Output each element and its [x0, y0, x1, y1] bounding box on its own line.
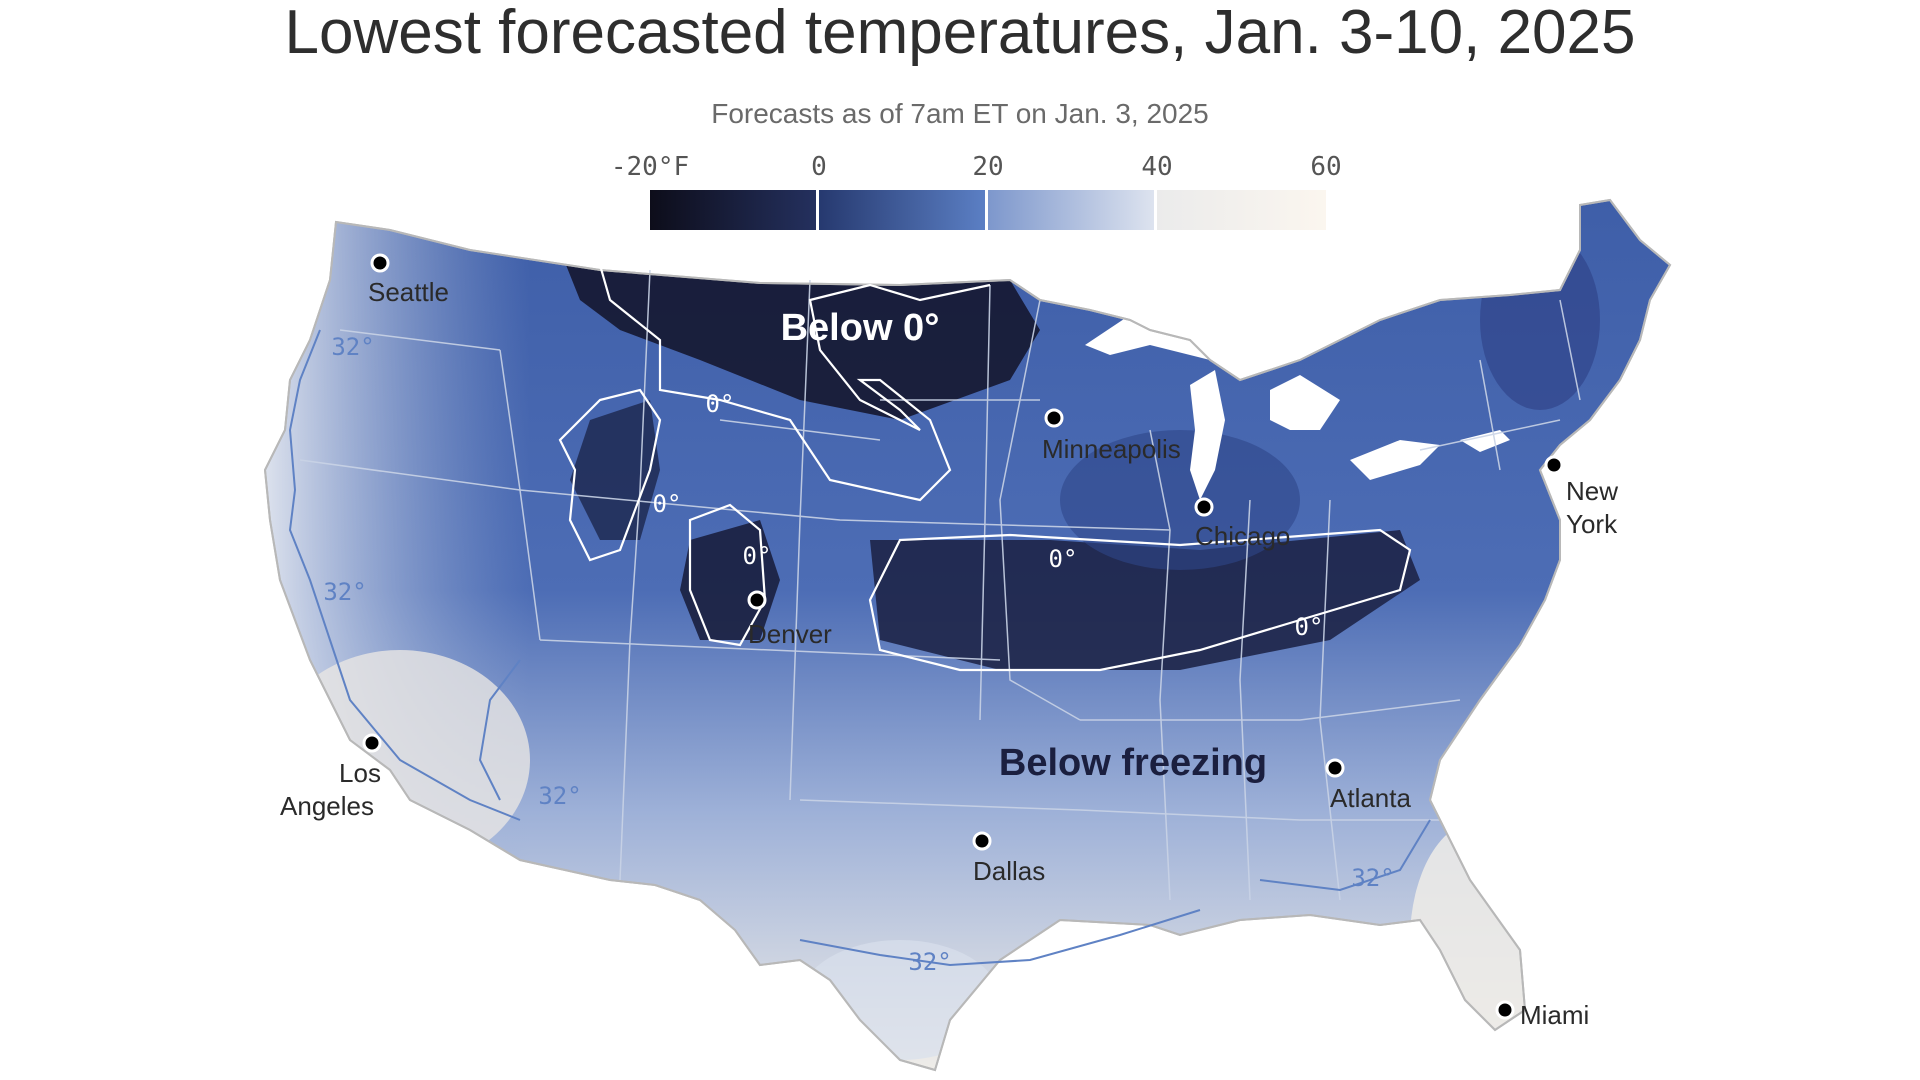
city-dot [1325, 758, 1345, 778]
city-label: Minneapolis [1042, 434, 1181, 464]
city-label: Chicago [1195, 521, 1290, 551]
contour-label-freezing: 32° [908, 948, 951, 976]
city-denver: Denver [747, 590, 832, 649]
map-subtitle: Forecasts as of 7am ET on Jan. 3, 2025 [711, 98, 1209, 129]
coastline-outline [263, 198, 1672, 1072]
contour-label-zero: 0° [653, 490, 682, 518]
city-label-line2: York [1566, 509, 1618, 539]
contour-label-zero: 0° [706, 390, 735, 418]
legend-bin [988, 190, 1154, 230]
city-atlanta: Atlanta [1325, 758, 1411, 813]
city-new-york: New York [1544, 455, 1618, 539]
map-title: Lowest forecasted temperatures, Jan. 3-1… [284, 0, 1636, 67]
legend-bin [1157, 190, 1326, 230]
city-dot [370, 253, 390, 273]
contour-label-zero: 0° [743, 542, 772, 570]
zero-degree-contours [558, 264, 1412, 672]
contour-label-freezing: 32° [331, 333, 374, 361]
city-markers: Seattle Los Angeles Denver Minneapolis C… [280, 253, 1618, 1030]
color-legend: -20°F 0 20 40 60 [611, 152, 1342, 232]
city-label: Dallas [973, 856, 1045, 886]
city-dallas: Dallas [972, 831, 1045, 886]
city-dot [362, 733, 382, 753]
city-label: New [1566, 476, 1618, 506]
city-label: Miami [1520, 1000, 1589, 1030]
great-lakes [1085, 315, 1510, 500]
land-area [265, 200, 1670, 1070]
contour-label-zero: 0° [1049, 545, 1078, 573]
city-dot [1495, 1000, 1515, 1020]
freezing-contours [288, 329, 1431, 967]
region-label-below-freezing: Below freezing [999, 742, 1267, 784]
city-label: Denver [748, 619, 832, 649]
region-label-below-zero: Below 0° [781, 307, 940, 349]
city-label: Seattle [368, 277, 449, 307]
contour-labels: 0° 0° 0° 0° 0° 32° 32° 32° 32° 32° [323, 333, 1394, 976]
legend-tick: 0 [811, 152, 827, 182]
city-dot [1194, 497, 1214, 517]
city-label: Atlanta [1330, 783, 1411, 813]
city-los-angeles: Los Angeles [280, 733, 382, 821]
city-dot [1544, 455, 1564, 475]
city-label: Los [339, 758, 381, 788]
legend-tick: 60 [1310, 152, 1342, 182]
state-borders [299, 269, 1581, 901]
legend-tick: 20 [972, 152, 1004, 182]
city-dot [972, 831, 992, 851]
contour-label-freezing: 32° [323, 578, 366, 606]
legend-bin [819, 190, 985, 230]
city-seattle: Seattle [368, 253, 449, 307]
city-chicago: Chicago [1194, 497, 1290, 551]
contour-label-freezing: 32° [538, 782, 581, 810]
legend-tick: -20°F [610, 152, 690, 182]
contour-label-zero: 0° [1295, 613, 1324, 641]
legend-bin [650, 190, 816, 230]
city-miami: Miami [1495, 1000, 1589, 1030]
city-dot [1044, 408, 1064, 428]
legend-tick: 40 [1141, 152, 1173, 182]
city-dot [747, 590, 767, 610]
city-label-line2: Angeles [280, 791, 374, 821]
contour-label-freezing: 32° [1351, 864, 1394, 892]
city-minneapolis: Minneapolis [1042, 408, 1181, 464]
